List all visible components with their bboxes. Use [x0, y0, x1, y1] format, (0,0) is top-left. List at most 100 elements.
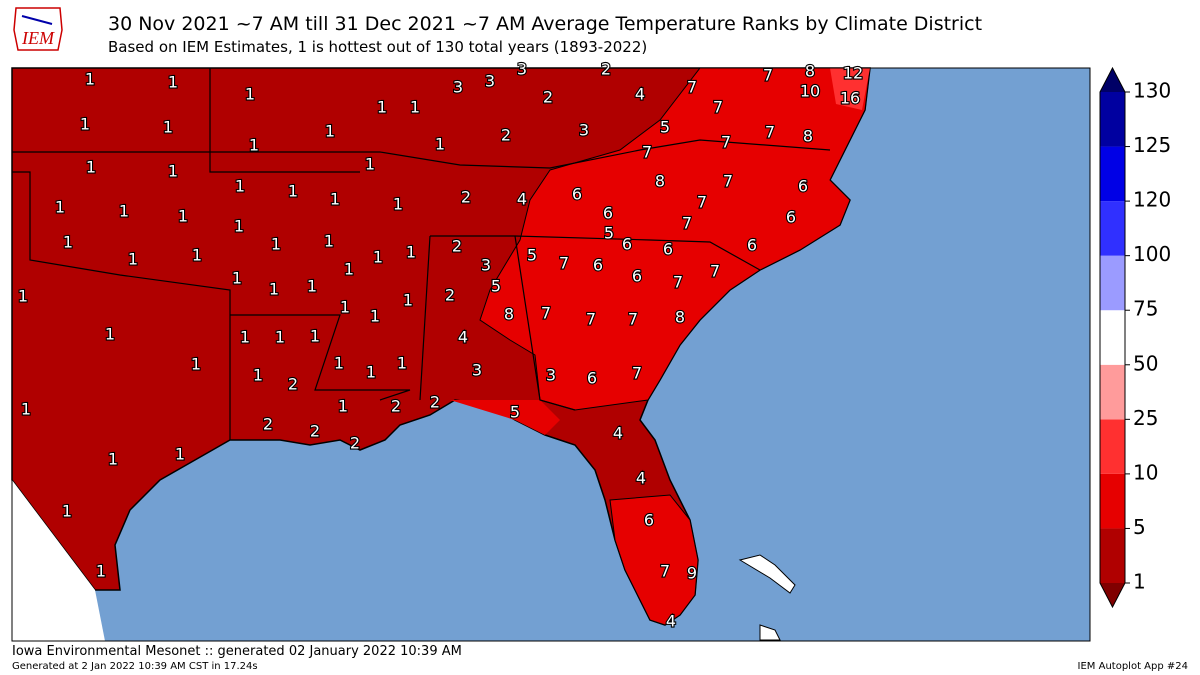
- district-rank: 8: [675, 308, 685, 327]
- district-rank: 1: [365, 155, 375, 174]
- district-rank: 4: [613, 424, 623, 443]
- district-rank: 6: [663, 240, 673, 259]
- district-rank: 1: [163, 118, 173, 137]
- colorbar-tick-label: 50: [1133, 351, 1158, 375]
- district-rank: 1: [310, 327, 320, 346]
- district-rank: 1: [410, 98, 420, 117]
- district-rank: 5: [527, 246, 537, 265]
- islands: [738, 554, 796, 641]
- district-rank: 6: [587, 369, 597, 388]
- district-rank: 1: [334, 354, 344, 373]
- district-rank: 6: [572, 185, 582, 204]
- district-rank: 2: [391, 397, 401, 416]
- district-rank: 1: [21, 400, 31, 419]
- district-rank: 2: [601, 60, 611, 79]
- colorbar: 1 5 10 25 50 75 100 120 125 130: [1099, 66, 1171, 609]
- district-rank: 7: [632, 364, 642, 383]
- title: 30 Nov 2021 ~7 AM till 31 Dec 2021 ~7 AM…: [108, 13, 982, 35]
- district-rank: 2: [445, 286, 455, 305]
- footer-left: Iowa Environmental Mesonet :: generated …: [12, 644, 462, 659]
- district-rank: 1: [178, 207, 188, 226]
- district-rank: 6: [798, 177, 808, 196]
- district-rank: 7: [765, 123, 775, 142]
- district-rank: 4: [636, 469, 646, 488]
- district-rank: 7: [673, 273, 683, 292]
- district-rank: 1: [338, 397, 348, 416]
- district-rank: 7: [628, 310, 638, 329]
- district-rank: 7: [642, 143, 652, 162]
- colorbar-tick-label: 125: [1133, 133, 1171, 157]
- colorbar-tick-label: 120: [1133, 188, 1171, 212]
- district-rank: 1: [275, 328, 285, 347]
- district-rank: 8: [504, 305, 514, 324]
- district-rank: 1: [288, 182, 298, 201]
- district-rank: 1: [128, 250, 138, 269]
- district-rank: 1: [55, 198, 65, 217]
- logo-text: IEM: [21, 28, 55, 48]
- district-rank: 1: [269, 280, 279, 299]
- district-rank: 1: [249, 136, 259, 155]
- district-rank: 1: [366, 363, 376, 382]
- colorbar-segment: [1100, 255, 1125, 311]
- colorbar-tick-label: 130: [1133, 79, 1171, 103]
- district-rank: 7: [710, 262, 720, 281]
- district-rank: 2: [288, 375, 298, 394]
- district-rank: 1: [96, 562, 106, 581]
- logo: IEM: [13, 7, 63, 51]
- district-rank: 2: [310, 422, 320, 441]
- district-rank: 2: [452, 237, 462, 256]
- district-rank: 4: [666, 612, 676, 631]
- district-rank: 1: [168, 73, 178, 92]
- district-rank: 5: [604, 224, 614, 243]
- district-rank: 7: [713, 98, 723, 117]
- colorbar-under: [1100, 583, 1125, 607]
- district-rank: 3: [579, 121, 589, 140]
- no-data: [12, 480, 105, 641]
- district-rank: 1: [235, 177, 245, 196]
- district-rank: 7: [721, 133, 731, 152]
- district-rank: 1: [62, 502, 72, 521]
- district-rank: 3: [517, 60, 527, 79]
- district-rank: 1: [271, 235, 281, 254]
- district-rank: 1: [192, 246, 202, 265]
- district-rank: 1: [370, 307, 380, 326]
- district-rank: 1: [108, 450, 118, 469]
- footer-right: IEM Autoplot App #24: [1078, 661, 1188, 672]
- district-rank: 3: [472, 361, 482, 380]
- district-rank: 1: [63, 233, 73, 252]
- district-rank: 7: [682, 214, 692, 233]
- district-rank: 1: [175, 445, 185, 464]
- district-rank: 1: [406, 243, 416, 262]
- district-rank: 3: [546, 366, 556, 385]
- colorbar-tick-label: 1: [1133, 570, 1146, 594]
- district-rank: 1: [253, 366, 263, 385]
- district-rank: 8: [805, 62, 815, 81]
- district-rank: 2: [350, 434, 360, 453]
- district-rank: 4: [635, 85, 645, 104]
- district-rank: 1: [340, 298, 350, 317]
- district-rank: 6: [593, 256, 603, 275]
- district-rank: 1: [191, 355, 201, 374]
- district-rank: 2: [461, 188, 471, 207]
- colorbar-tick-label: 10: [1133, 460, 1158, 484]
- district-rank: 3: [453, 78, 463, 97]
- district-rank: 5: [491, 277, 501, 296]
- borders: [12, 68, 831, 440]
- district-rank: 1: [324, 232, 334, 251]
- district-rank: 1: [245, 85, 255, 104]
- footer-generated: Generated at 2 Jan 2022 10:39 AM CST in …: [12, 661, 258, 672]
- district-rank: 3: [485, 72, 495, 91]
- district-rank: 7: [697, 193, 707, 212]
- district-rank: 6: [644, 511, 654, 530]
- district-rank: 6: [632, 267, 642, 286]
- district-rank: 1: [85, 70, 95, 89]
- colorbar-segment: [1100, 364, 1125, 420]
- district-rank: 7: [723, 172, 733, 191]
- district-rank: 2: [501, 126, 511, 145]
- district-rank: 5: [510, 403, 520, 422]
- colorbar-segment: [1100, 473, 1125, 529]
- district-rank: 9: [687, 564, 697, 583]
- district-rank: 8: [803, 127, 813, 146]
